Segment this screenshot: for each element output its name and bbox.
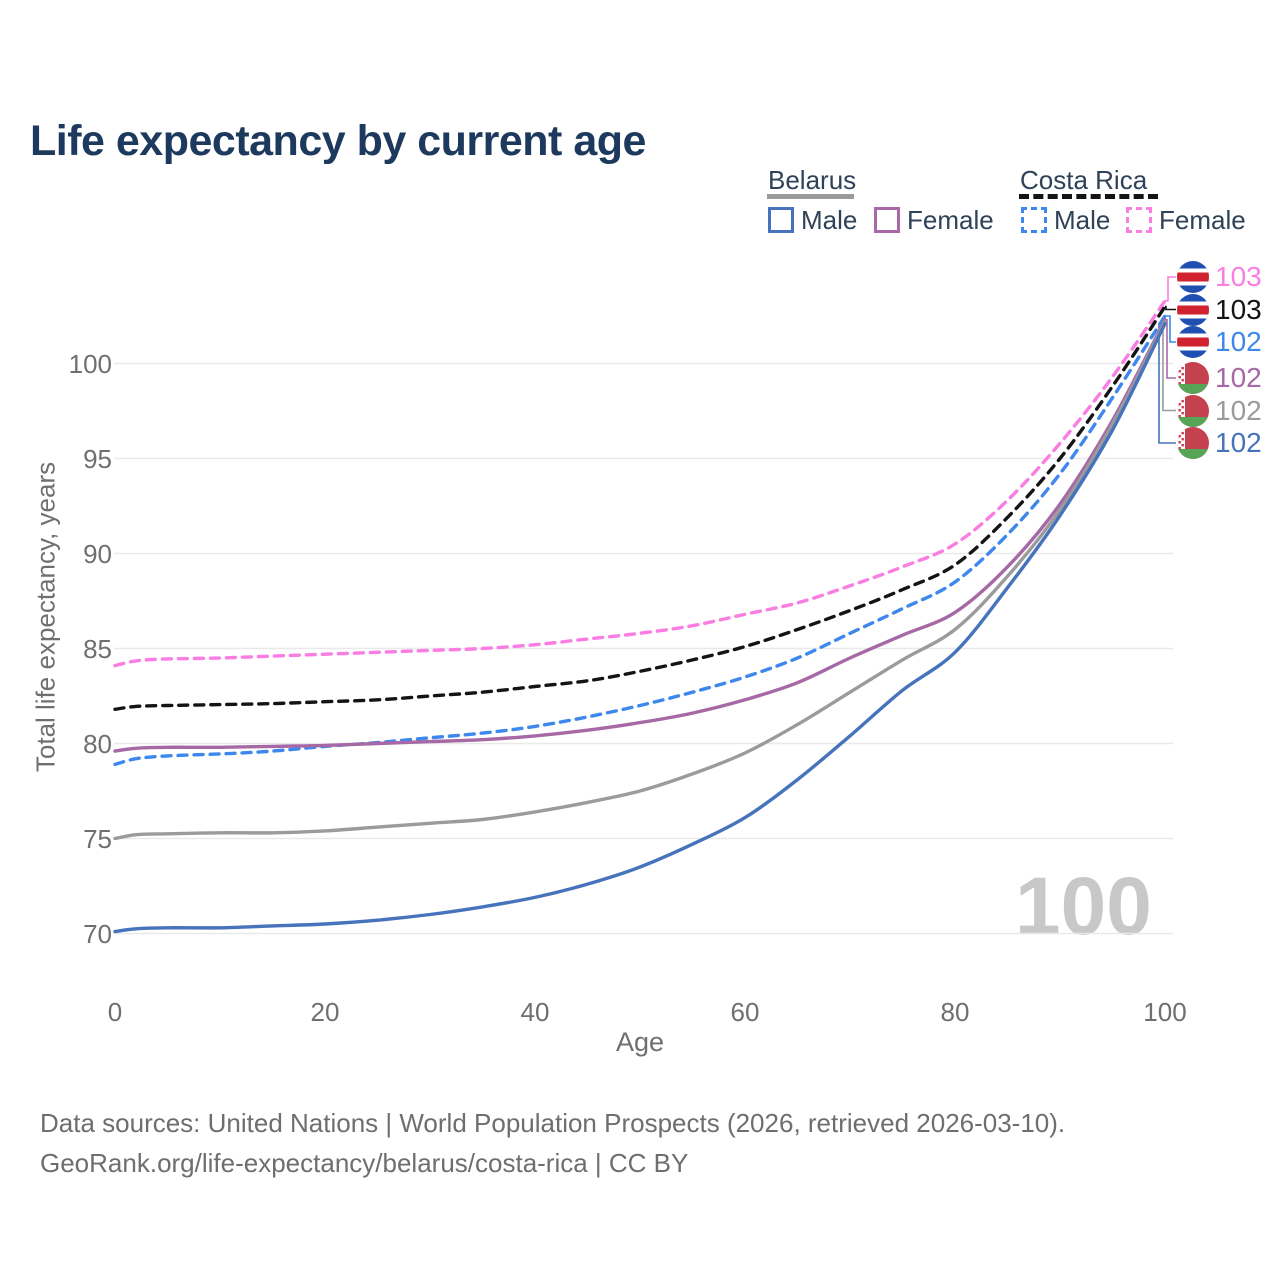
x-tick-label: 100 — [1143, 997, 1187, 1027]
series-line-costa-rica-male — [113, 314, 1167, 767]
y-tick-label: 75 — [83, 823, 112, 854]
x-tick-label: 20 — [310, 997, 340, 1027]
series-line-belarus-female — [113, 318, 1167, 753]
legend-item-costa-rica-male[interactable]: Male — [1054, 205, 1111, 235]
legend-item-costa-rica-female[interactable]: Female — [1159, 205, 1246, 235]
end-value: 103 — [1215, 261, 1262, 292]
footer-data-sources: Data sources: United Nations | World Pop… — [40, 1108, 1066, 1138]
y-axis-title: Total life expectancy, years — [30, 461, 61, 773]
end-label-belarus-total: 102 — [1177, 394, 1262, 427]
x-tick-label: 60 — [730, 997, 760, 1027]
page-title: Life expectancy by current age — [30, 116, 646, 165]
series-line-costa-rica-total — [113, 304, 1167, 711]
end-value: 102 — [1215, 427, 1262, 458]
end-value: 102 — [1215, 394, 1262, 426]
belarus-flag-icon — [1177, 394, 1209, 427]
belarus-line-sample — [767, 194, 854, 199]
end-label-costa-rica-total: 103 — [1177, 293, 1262, 326]
series-line-belarus-male — [113, 321, 1167, 934]
belarus-flag-icon — [1177, 362, 1209, 394]
end-label-costa-rica-female: 103 — [1177, 261, 1262, 294]
y-tick-label: 95 — [83, 443, 112, 474]
end-label-costa-rica-male: 102 — [1177, 326, 1262, 359]
x-tick-label: 0 — [107, 997, 123, 1027]
end-label-connector — [1165, 276, 1176, 302]
y-tick-label: 85 — [83, 633, 112, 664]
y-tick-label: 100 — [68, 348, 112, 379]
costa-rica-flag-icon — [1177, 326, 1209, 358]
footer-attribution: GeoRank.org/life-expectancy/belarus/cost… — [40, 1148, 689, 1178]
costa-rica-flag-icon — [1177, 293, 1209, 326]
legend-item-belarus-male[interactable]: Male — [801, 205, 858, 235]
x-tick-label: 40 — [520, 997, 550, 1027]
legend-swatch-belarus-male[interactable] — [768, 207, 794, 233]
x-axis-title: Age — [615, 1027, 665, 1057]
legend-swatch-costa-rica-female[interactable] — [1126, 207, 1152, 233]
legend-group-costa-rica-label[interactable]: Costa Rica — [1020, 165, 1148, 195]
end-label-connector — [1165, 315, 1176, 343]
belarus-flag-icon — [1177, 427, 1209, 459]
legend-swatch-costa-rica-male[interactable] — [1021, 207, 1047, 233]
series-line-belarus-total — [113, 320, 1167, 841]
costa-rica-line-sample — [1019, 194, 1158, 199]
y-tick-label: 70 — [83, 918, 112, 949]
legend-item-belarus-female[interactable]: Female — [907, 205, 994, 235]
x-tick-label: 80 — [940, 997, 970, 1027]
legend-swatch-belarus-female[interactable] — [874, 207, 900, 233]
legend-group-belarus-label[interactable]: Belarus — [768, 165, 857, 195]
end-label-belarus-female: 102 — [1177, 362, 1262, 395]
end-value: 102 — [1215, 326, 1262, 357]
end-value: 102 — [1215, 362, 1262, 393]
series-line-costa-rica-female — [113, 299, 1167, 668]
y-tick-label: 80 — [83, 728, 112, 759]
end-label-belarus-male: 102 — [1177, 427, 1262, 460]
end-value: 103 — [1215, 293, 1262, 325]
end-label-connector — [1165, 305, 1176, 311]
y-tick-label: 90 — [83, 538, 112, 569]
costa-rica-flag-icon — [1177, 261, 1209, 293]
